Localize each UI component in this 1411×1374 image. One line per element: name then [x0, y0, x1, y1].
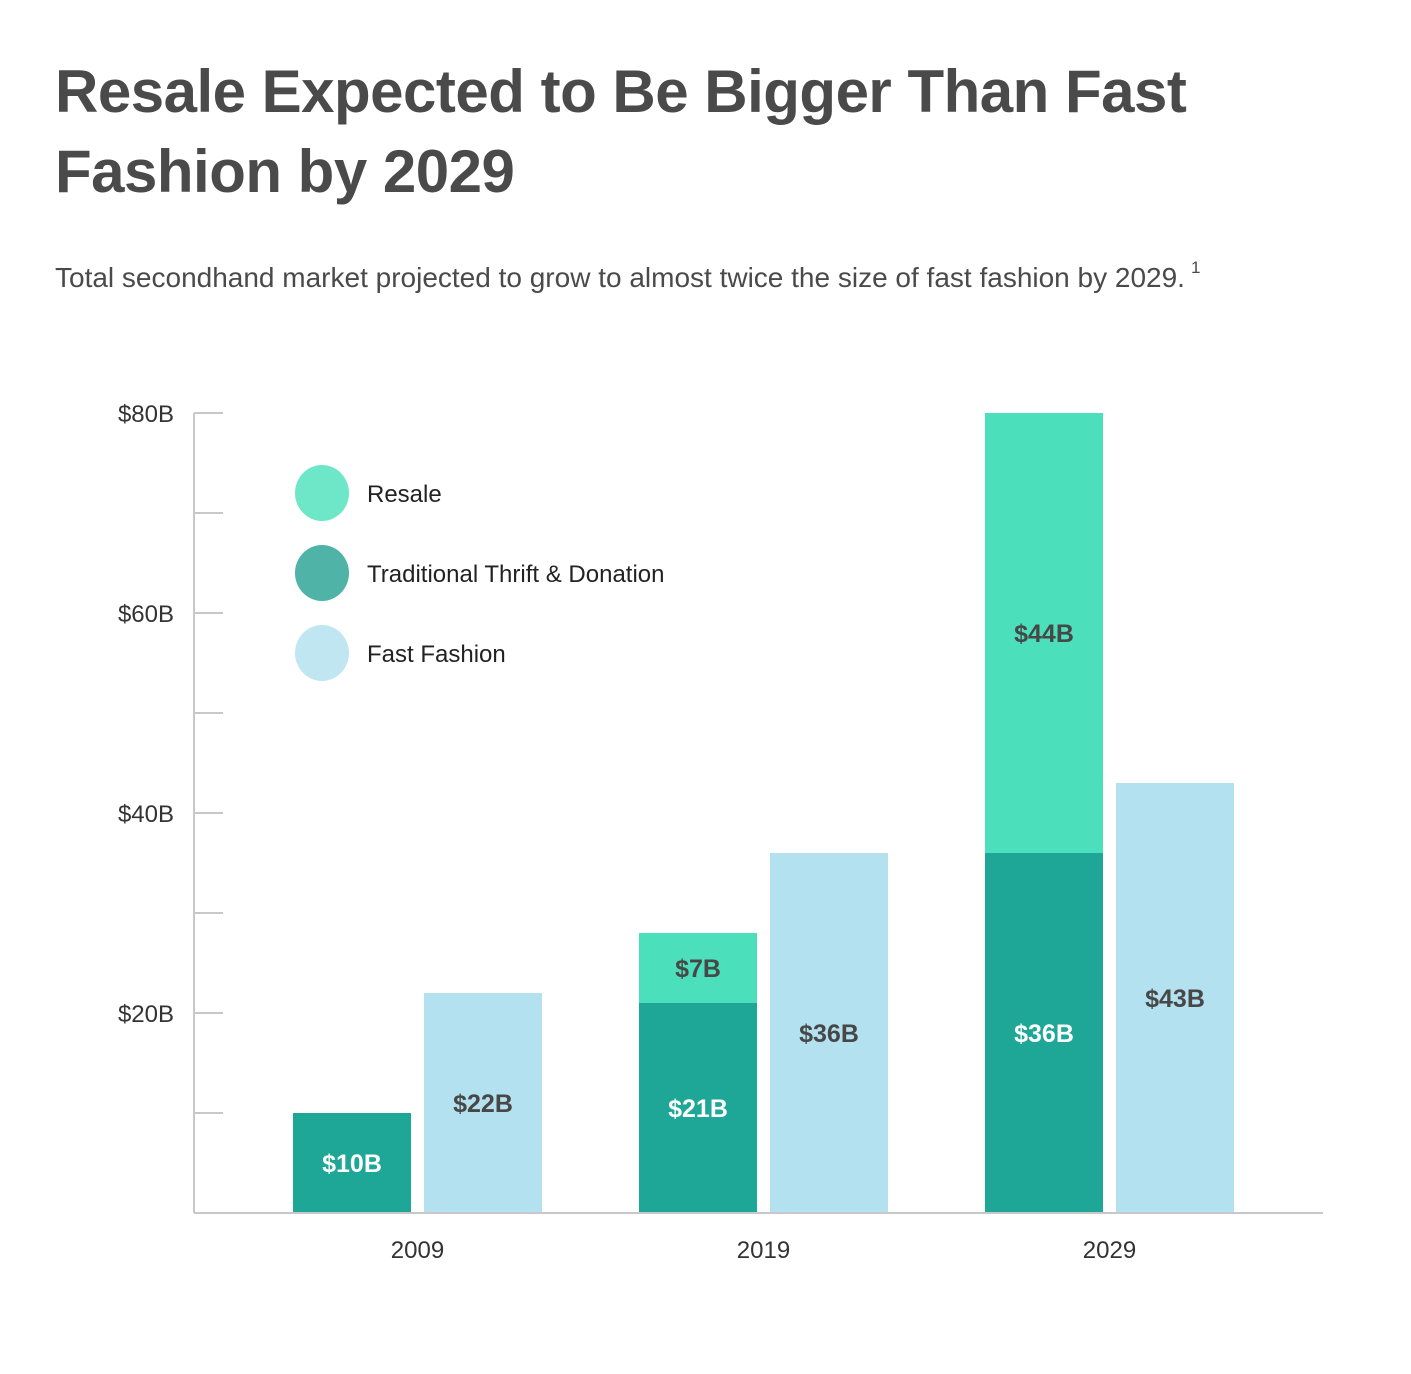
bar-resale-2019	[639, 933, 757, 1003]
data-label: $21B	[668, 1095, 728, 1123]
subtitle-text: Total secondhand market projected to gro…	[55, 262, 1185, 293]
legend-swatch	[295, 625, 349, 681]
bar-traditional-thrift-donation-2009	[293, 1113, 411, 1213]
y-tick-label: $60B	[118, 601, 174, 628]
data-label: $36B	[1014, 1020, 1074, 1048]
data-label: $10B	[322, 1150, 382, 1178]
x-tick-label: 2009	[391, 1237, 444, 1264]
bar-traditional-thrift-donation-2019	[639, 1003, 757, 1213]
x-tick-label: 2029	[1083, 1237, 1136, 1264]
bar-traditional-thrift-donation-2029	[985, 853, 1103, 1213]
footnote-marker: 1	[1190, 258, 1201, 277]
x-tick-label: 2019	[737, 1237, 790, 1264]
legend-swatch	[295, 465, 349, 521]
data-label: $36B	[799, 1020, 859, 1048]
bar-fast-fashion-2009	[424, 993, 542, 1213]
y-tick-label: $20B	[118, 1001, 174, 1028]
legend-label: Traditional Thrift & Donation	[367, 561, 664, 588]
legend-label: Fast Fashion	[367, 641, 506, 668]
bar-fast-fashion-2019	[770, 853, 888, 1213]
chart-title: Resale Expected to Be Bigger Than Fast F…	[55, 58, 1187, 205]
bar-fast-fashion-2029	[1116, 783, 1234, 1213]
data-label: $7B	[675, 955, 721, 983]
y-tick-label: $80B	[118, 401, 174, 428]
legend-swatch	[295, 545, 349, 601]
bar-resale-2029	[985, 413, 1103, 853]
data-label: $44B	[1014, 620, 1074, 648]
legend-label: Resale	[367, 481, 442, 508]
y-tick-label: $40B	[118, 801, 174, 828]
data-label: $22B	[453, 1090, 513, 1118]
chart-subtitle: Total secondhand market projected to gro…	[55, 258, 1200, 294]
data-label: $43B	[1145, 985, 1205, 1013]
